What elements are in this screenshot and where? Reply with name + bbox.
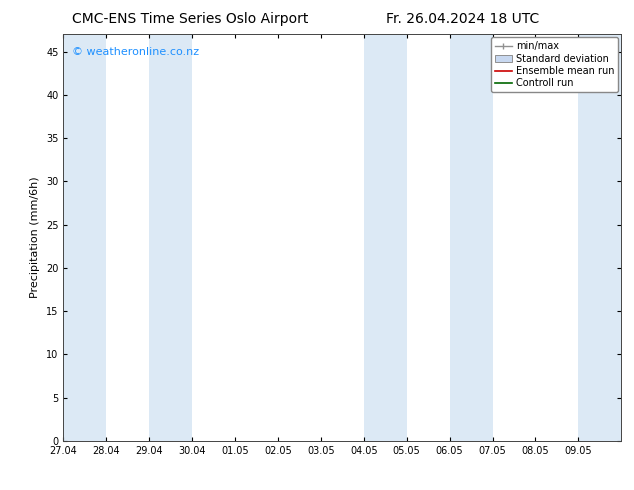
Bar xyxy=(63,34,107,441)
Bar xyxy=(149,34,192,441)
Bar xyxy=(364,34,407,441)
Bar xyxy=(450,34,493,441)
Bar xyxy=(578,34,621,441)
Text: CMC-ENS Time Series Oslo Airport: CMC-ENS Time Series Oslo Airport xyxy=(72,12,308,26)
Legend: min/max, Standard deviation, Ensemble mean run, Controll run: min/max, Standard deviation, Ensemble me… xyxy=(491,37,618,92)
Text: Fr. 26.04.2024 18 UTC: Fr. 26.04.2024 18 UTC xyxy=(386,12,540,26)
Y-axis label: Precipitation (mm/6h): Precipitation (mm/6h) xyxy=(30,177,41,298)
Text: © weatheronline.co.nz: © weatheronline.co.nz xyxy=(72,47,199,56)
